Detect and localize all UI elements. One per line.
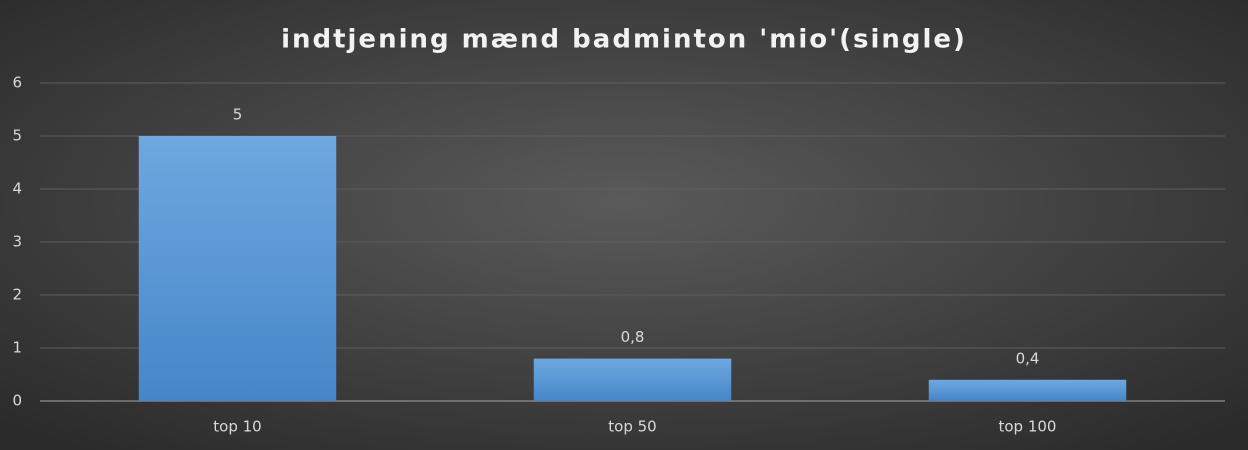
y-tick-label: 2: [12, 286, 22, 304]
value-label: 0,8: [621, 328, 645, 346]
bar: [533, 358, 732, 401]
x-tick-label: top 10: [213, 418, 261, 436]
bar: [138, 136, 337, 401]
y-tick-label: 4: [12, 180, 22, 198]
y-tick-label: 0: [12, 392, 22, 410]
chart-title: indtjening mænd badminton 'mio'(single): [281, 25, 967, 55]
bar: [928, 379, 1127, 401]
value-label: 0,4: [1016, 349, 1040, 367]
y-tick-label: 3: [12, 233, 22, 251]
value-label: 5: [233, 106, 243, 124]
y-tick-label: 1: [12, 339, 22, 357]
y-tick-label: 5: [12, 127, 22, 145]
x-tick-label: top 100: [999, 418, 1057, 436]
y-tick-label: 6: [12, 74, 22, 92]
x-tick-label: top 50: [608, 418, 656, 436]
